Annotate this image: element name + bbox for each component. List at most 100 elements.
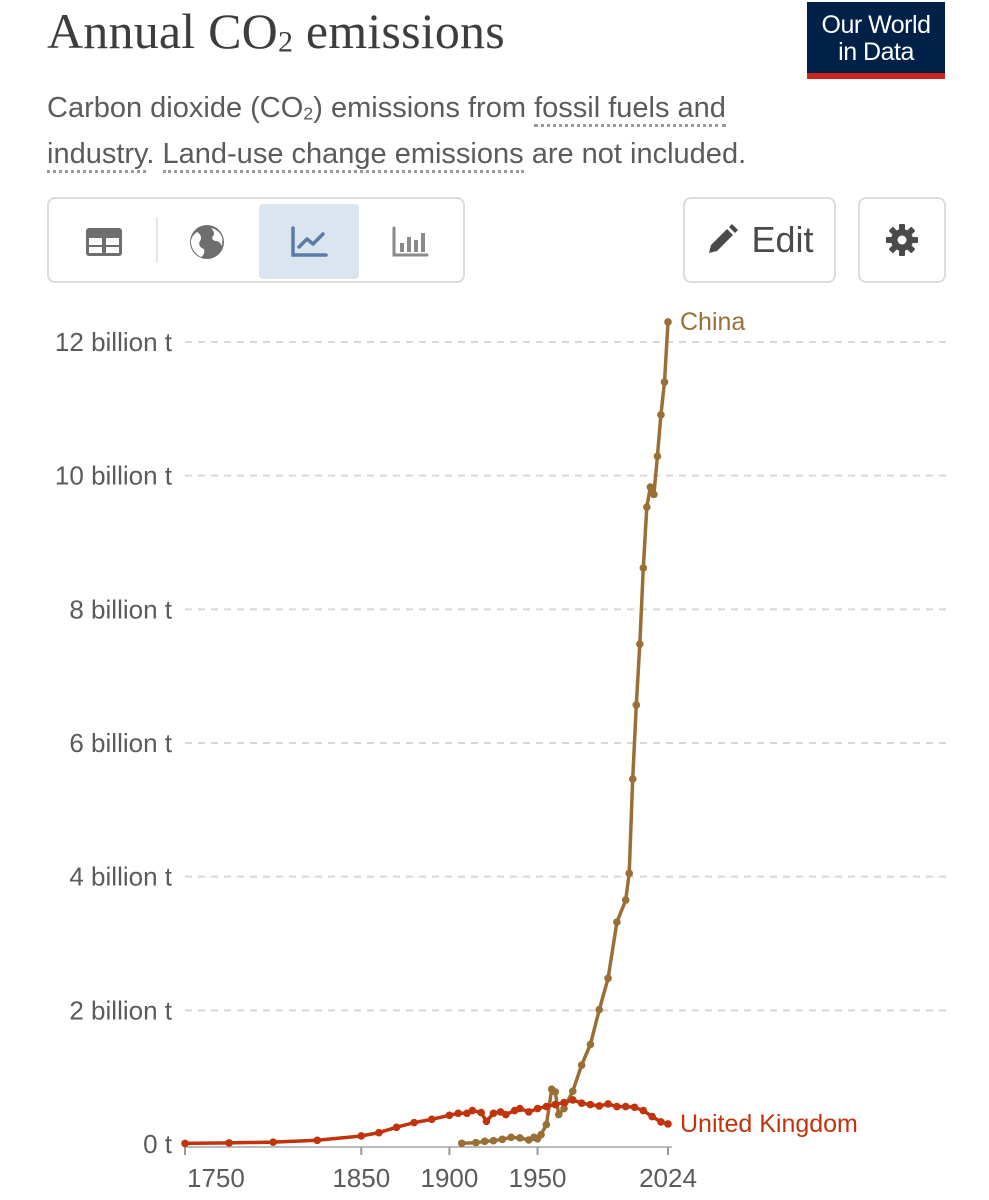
data-point-china [498,1135,507,1144]
data-point-united-kingdom [551,1100,559,1109]
data-point-united-kingdom [613,1102,621,1111]
tab-divider [156,217,158,263]
data-point-china [507,1133,515,1142]
data-point-china [621,896,630,904]
series-label-china: China [680,308,745,336]
line-chart-icon [291,225,328,257]
data-point-united-kingdom [586,1100,595,1109]
data-point-china [577,1061,586,1069]
data-point-china [472,1138,480,1147]
tab-table[interactable] [54,204,154,279]
data-point-china [542,1120,551,1129]
data-point-china [657,411,665,419]
data-point-china [653,452,662,461]
x-tick-label: 2024 [639,1163,697,1193]
data-point-united-kingdom [445,1111,454,1120]
data-point-united-kingdom [454,1109,463,1118]
data-point-united-kingdom [560,1098,568,1107]
table-icon [86,227,122,256]
data-point-united-kingdom [604,1100,612,1108]
data-point-united-kingdom [482,1117,491,1126]
data-point-china [628,775,637,783]
owid-logo[interactable]: Our World in Data [807,2,945,79]
data-point-china [639,564,648,572]
data-point-united-kingdom [648,1112,656,1121]
pencil-icon [709,224,739,253]
data-point-china [516,1134,524,1142]
logo-line-1: Our World [821,11,931,39]
data-point-united-kingdom [477,1108,485,1117]
data-point-china [650,490,658,499]
data-point-united-kingdom [427,1115,436,1124]
x-tick-label: 1900 [420,1163,478,1193]
data-point-china [569,1087,577,1096]
data-point-china [632,701,641,709]
bar-chart-icon [392,226,429,256]
data-point-china [537,1130,545,1139]
data-point-china [664,318,672,326]
data-point-united-kingdom [664,1120,672,1128]
data-point-united-kingdom [269,1138,277,1146]
data-point-united-kingdom [621,1102,630,1111]
data-point-united-kingdom [569,1096,577,1104]
series-line-china [461,321,670,1146]
data-point-united-kingdom [181,1139,189,1148]
data-point-china [480,1137,489,1146]
line-chart: 0 t 2 billion t 4 billion t 6 billion t 8 bi… [55,308,950,1193]
gear-icon [886,224,918,256]
chart-title: Annual CO2 emissions [47,3,505,59]
tab-map[interactable] [157,204,257,279]
x-tick-label: 1950 [509,1163,567,1193]
data-point-china [595,1005,604,1014]
data-point-china [646,483,655,491]
edit-label: Edit [751,219,814,260]
view-tabs [47,197,465,283]
data-point-united-kingdom [542,1102,551,1111]
land-use-link[interactable]: Land-use change emissions [162,137,524,173]
data-point-united-kingdom [375,1128,383,1137]
data-point-united-kingdom [392,1123,401,1132]
data-point-china [635,640,644,648]
data-point-united-kingdom [410,1118,418,1127]
logo-line-2: in Data [838,38,914,66]
data-point-united-kingdom [533,1104,542,1113]
data-point-united-kingdom [639,1106,648,1115]
data-point-united-kingdom [577,1099,586,1108]
data-point-china [560,1104,568,1113]
data-point-united-kingdom [595,1102,604,1110]
y-tick-label: 10 billion t [55,461,173,491]
y-tick-label: 6 billion t [69,728,172,758]
y-tick-label: 2 billion t [69,995,172,1025]
data-point-china [586,1040,595,1049]
data-point-china [625,869,634,878]
y-tick-label: 4 billion t [69,862,172,892]
data-point-china [489,1136,498,1145]
data-point-china [613,918,621,926]
data-point-china [660,378,669,386]
series-label-united-kingdom: United Kingdom [680,1110,858,1138]
data-point-united-kingdom [489,1109,498,1118]
data-point-united-kingdom [657,1118,665,1126]
data-point-united-kingdom [225,1139,233,1147]
data-point-china [551,1088,559,1096]
edit-button[interactable]: Edit [683,197,836,283]
tab-line-chart[interactable] [259,204,359,279]
fossil-fuels-link[interactable]: fossil fuels and industry [47,92,726,173]
y-tick-label: 8 billion t [69,594,172,624]
y-tick-label: 12 billion t [55,327,173,357]
globe-icon [190,224,224,259]
x-tick-label: 1850 [332,1163,390,1193]
data-point-china [554,1110,563,1119]
data-point-united-kingdom [516,1104,524,1113]
tab-bar-chart[interactable] [360,204,460,279]
chart-subtitle: Carbon dioxide (CO2) emissions from foss… [47,88,837,174]
settings-button[interactable] [858,197,946,283]
data-point-united-kingdom [313,1136,322,1145]
data-point-china [643,503,651,511]
data-point-united-kingdom [468,1106,477,1115]
y-tick-label: 0 t [143,1129,173,1159]
data-point-united-kingdom [502,1110,510,1119]
data-point-china [457,1139,466,1148]
data-point-china [604,974,612,983]
data-point-united-kingdom [630,1103,639,1112]
